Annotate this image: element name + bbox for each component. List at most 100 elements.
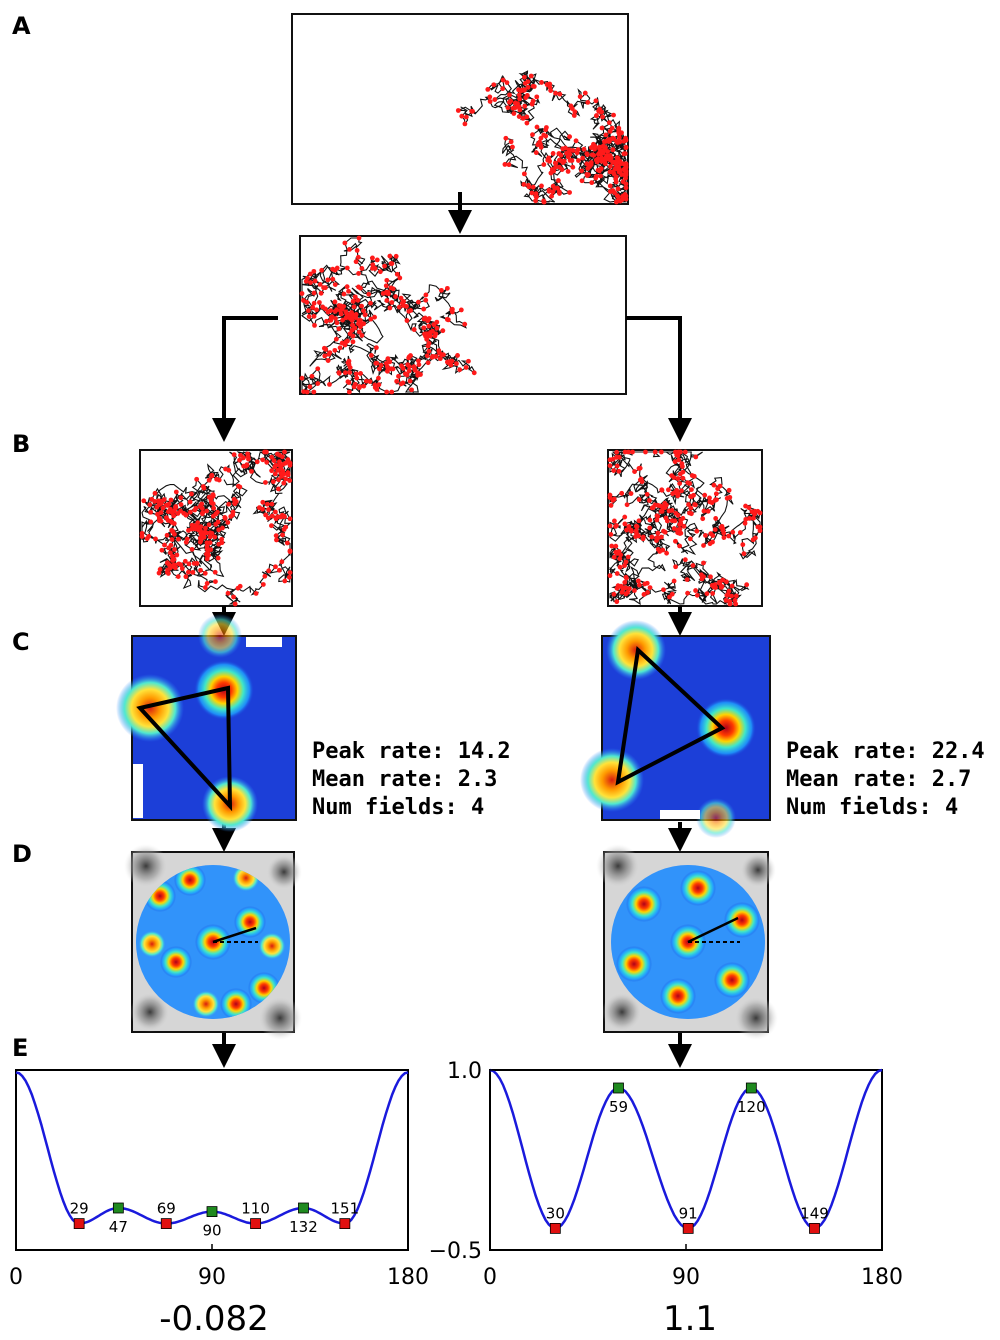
spike-dot [163,515,169,521]
spike-dot [597,144,603,150]
spike-dot [613,523,618,529]
spike-dot [750,537,756,543]
spike-dot [624,527,629,533]
spike-dot [209,472,215,478]
spike-dot [206,494,212,500]
spike-dot [189,491,194,497]
spike-dot [744,582,750,588]
spike-dot [191,561,197,566]
spike-dot [201,530,207,535]
spike-dot [210,513,216,519]
spike-dot [621,138,627,144]
spike-dot [279,454,285,460]
spike-dot [190,569,196,575]
spike-dot [187,499,193,505]
spike-dot [538,144,544,150]
spike-dot [485,87,491,92]
spike-dot [647,525,653,531]
spike-dot [659,487,665,493]
trajectory-right-half [607,449,763,607]
spike-dot [304,389,310,395]
spike-dot [301,389,307,394]
spike-dot [709,583,715,588]
spike-dot [319,267,325,273]
spike-dot [724,579,729,585]
spike-dot [166,545,172,551]
num-fields-left: Num fields: 4 [312,795,484,820]
spike-dot [339,340,345,346]
spike-dot [600,114,605,120]
spike-dot [552,185,558,191]
spike-dot [210,492,216,498]
spike-dot [703,533,708,538]
spike-dot [211,505,217,511]
spike-dot [714,497,719,503]
spike-dot [353,371,359,377]
spike-dot [733,593,739,599]
spike-dot [347,370,353,375]
spike-dot [356,284,361,290]
spike-dot [447,358,453,364]
spike-dot [311,290,317,296]
spike-dot [222,515,228,521]
spike-dot [623,574,629,580]
spike-dot [334,307,340,313]
spike-dot [425,343,431,349]
spike-dot [273,564,278,570]
spike-dot [605,149,611,154]
spike-dot [182,558,188,564]
spike-dot [165,509,171,515]
spike-dot [616,135,622,140]
spike-dot [341,304,347,309]
spike-dot [662,505,668,510]
spike-dot [171,521,177,526]
spike-dot [611,591,617,597]
spike-dot [503,135,509,141]
spike-dot [636,518,642,524]
spike-dot [593,98,599,104]
spike-dot [215,509,220,515]
spike-dot [626,449,631,455]
spike-dot [524,92,530,98]
spike-dot [455,353,460,358]
spike-dot [715,486,721,492]
spike-dot [563,145,568,151]
spike-dot [287,548,293,554]
spike-dot [709,500,715,506]
spike-dot [273,516,279,522]
spike-dot [623,585,629,591]
spike-dot [334,320,340,326]
spike-dot [271,458,277,464]
spike-dot [636,582,642,588]
spike-dot [333,336,339,342]
min-label: 149 [800,1204,829,1222]
spike-dot [612,190,617,196]
spike-dot [361,308,366,314]
spike-dot [209,500,214,506]
spike-dot [299,291,305,296]
spike-dot [669,508,675,513]
spike-dot [691,473,697,479]
spike-dot [340,317,345,323]
spike-dot [471,370,477,376]
spike-dot [206,552,211,558]
spike-dot [198,524,204,530]
spike-dot [534,94,540,100]
autocorrelogram-right [596,844,778,1040]
spike-dot [581,146,587,152]
spike-dot [362,312,368,318]
spike-dot [245,451,250,457]
spike-dot [623,144,629,150]
spike-dot [626,524,632,529]
spike-dot [223,466,228,472]
spike-dot [677,543,682,549]
spike-dot [607,523,613,529]
spike-dot [356,318,362,323]
spike-dot [594,159,600,165]
spike-dot [197,539,203,545]
spike-dot [701,574,706,580]
spike-dot [655,530,661,536]
spike-dot [354,375,360,381]
spike-dot [269,513,275,519]
spike-dot [582,90,588,96]
